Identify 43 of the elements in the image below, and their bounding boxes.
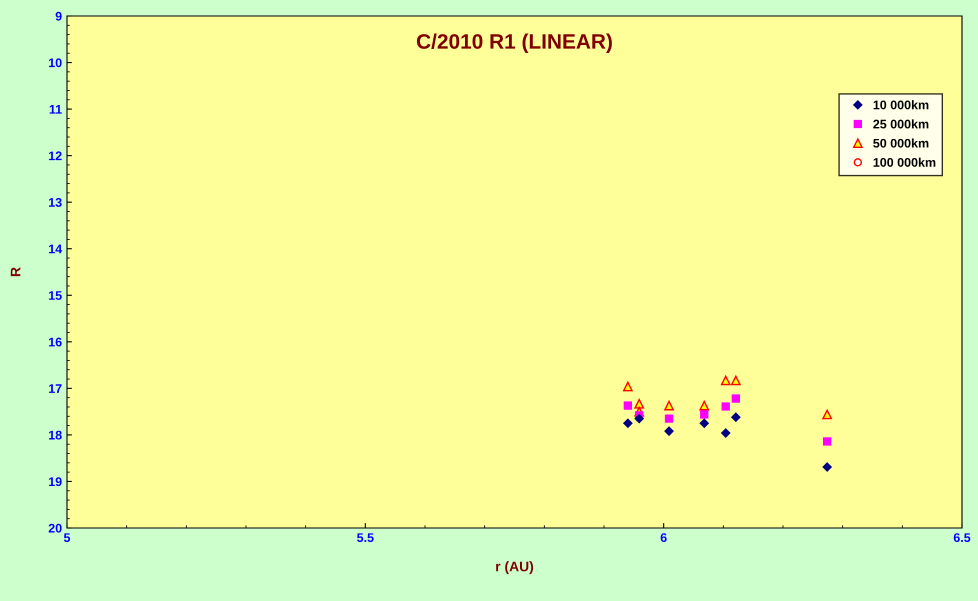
x-tick-label: 6.5 [954,533,970,542]
y-tick-label: 12 [49,151,62,160]
point [732,394,740,403]
y-tick-label: 17 [49,384,62,393]
point [822,410,832,420]
point [634,414,644,424]
point [731,412,740,422]
y-tick-label: 18 [49,430,62,440]
point [721,428,730,438]
point [664,400,674,410]
point [700,410,708,419]
y-tick-label: 11 [50,105,62,114]
y-tick-label: 16 [49,338,62,346]
x-tick-label: 5.5 [357,533,374,542]
point [822,437,832,446]
y-tick-label: 20 [48,524,62,533]
point [822,462,832,472]
legend-label: 25 000km [873,119,928,129]
y-axis-title: R [10,267,20,276]
point [699,400,710,410]
y-tick-label: 19 [49,477,62,486]
point [624,401,632,410]
point [623,418,632,428]
point [720,376,731,386]
y-tick-label: 10 [49,58,62,68]
point [623,382,633,392]
y-tick-label: 14 [49,244,62,254]
y-tick-label: 13 [49,198,62,207]
x-tick-label: 5 [64,533,70,542]
legend-label: 100 000km [874,158,936,167]
y-tick-label: 15 [49,291,62,300]
point [664,426,674,436]
x-tick-label: 6 [660,533,667,542]
y-tick-label: 9 [56,12,62,21]
point [722,402,730,411]
text: C/2010 R1 (LINEAR) [416,34,612,53]
point [664,414,674,423]
point [634,398,644,409]
legend-label: 50 000km [873,138,928,148]
point [700,418,709,428]
legend-label: 10 000km [874,100,928,110]
x-axis-title: r (AU) [496,561,534,574]
point [731,376,741,386]
